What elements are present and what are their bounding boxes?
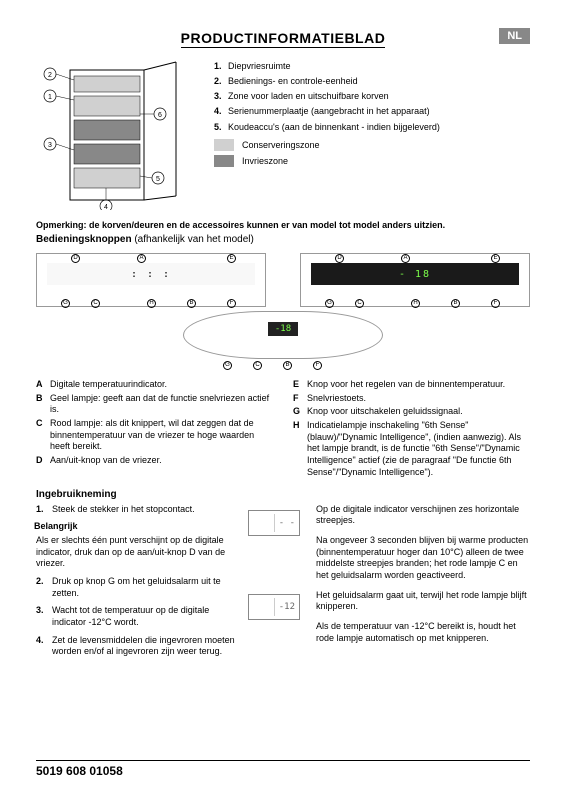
letters-left-col: ADigitale temperatuurindicator. BGeel la… [36,379,273,481]
title-row: PRODUCTINFORMATIEBLAD NL [36,30,530,48]
letter-descriptions: ADigitale temperatuurindicator. BGeel la… [36,379,530,481]
panel-display-dark: - 18 [311,263,519,285]
panel-curved: -18 G C B F [36,311,530,369]
usage-section: 1.Steek de stekker in het stopcontact. B… [36,504,530,665]
svg-text:6: 6 [158,112,162,119]
usage-right-text: Op de digitale indicator verschijnen zes… [316,504,530,665]
freezer-diagram: 1 2 3 4 5 6 [36,60,196,212]
part-item: 4.Serienummerplaatje (aangebracht in het… [228,105,530,117]
panel-light: D A E : : : G C H B F [36,253,266,307]
parts-list: 1.Diepvriesruimte 2.Bedienings- en contr… [214,60,530,212]
curved-display: -18 [268,322,298,336]
mini-display-2: -12 [248,594,300,620]
panel-dark: D A E - 18 G C H B F [300,253,530,307]
mini-displays: - - -12 [248,504,304,665]
top-section: 1 2 3 4 5 6 1.Diepvriesruimte 2.Bedienin… [36,60,530,212]
svg-text:1: 1 [48,94,52,101]
svg-text:2: 2 [48,72,52,79]
footer-code: 5019 608 01058 [36,760,530,778]
document-page: PRODUCTINFORMATIEBLAD NL 1 2 3 [0,0,566,800]
part-item: 2.Bedienings- en controle-eenheid [228,75,530,87]
swatch-dark [214,155,234,167]
ingebruikneming-head: Ingebruikneming [36,489,530,500]
zone-legend: Conserveringszone Invrieszone [214,139,530,167]
opmerking: Opmerking: de korven/deuren en de access… [36,220,530,230]
svg-text:5: 5 [156,176,160,183]
bedieningsknoppen-head: Bedieningsknoppen (afhankelijk van het m… [36,234,530,245]
control-panels: D A E : : : G C H B F D A E - 18 G C H B [36,253,530,307]
panel-display-light: : : : [47,263,255,285]
mini-display-1: - - [248,510,300,536]
part-item: 3.Zone voor laden en uitschuifbare korve… [228,90,530,102]
letters-right-col: EKnop voor het regelen van de binnentemp… [293,379,530,481]
svg-text:3: 3 [48,142,52,149]
part-item: 5.Koudeaccu's (aan de binnenkant - indie… [228,121,530,133]
page-title: PRODUCTINFORMATIEBLAD [181,30,386,48]
part-item: 1.Diepvriesruimte [228,60,530,72]
steps-column: 1.Steek de stekker in het stopcontact. B… [36,504,236,665]
svg-text:4: 4 [104,204,108,210]
language-badge: NL [499,28,530,44]
swatch-light [214,139,234,151]
